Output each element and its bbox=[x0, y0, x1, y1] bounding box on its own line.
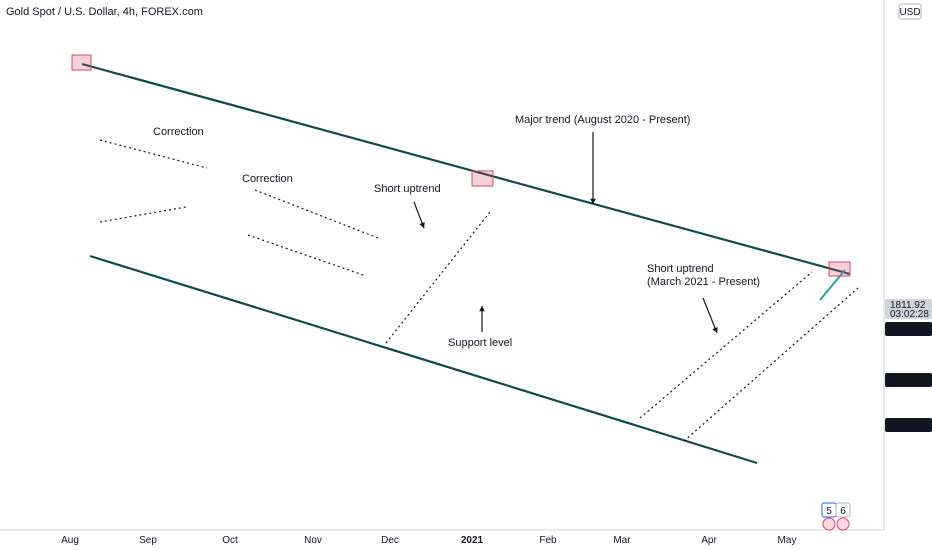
x-tick-label: Feb bbox=[539, 535, 557, 546]
x-tick-label: 2021 bbox=[461, 535, 484, 546]
price-tag-bg bbox=[885, 299, 932, 319]
x-tick-label: Apr bbox=[701, 535, 717, 546]
x-tick-label: Aug bbox=[61, 535, 79, 546]
badge-label-6: 6 bbox=[840, 506, 846, 517]
channel-upper-line bbox=[81, 62, 851, 276]
price-tag-value: 1677.63 bbox=[890, 421, 927, 432]
highlight-box-may bbox=[828, 261, 851, 277]
annotation-short-uptrend-2-line1: Short uptrend bbox=[647, 263, 714, 275]
price-tag-bg bbox=[885, 418, 932, 432]
badge-box-6 bbox=[835, 502, 851, 518]
annotation-correction-1: Correction bbox=[153, 126, 204, 138]
price-tag-countdown: 03:02:28 bbox=[890, 309, 929, 320]
arrow-short-uptrend-2 bbox=[702, 297, 718, 334]
badge-label-5: 5 bbox=[826, 506, 832, 517]
price-tag-value: 1726.97 bbox=[890, 376, 927, 387]
x-tick-label: Oct bbox=[222, 535, 238, 546]
channel-lower-line bbox=[89, 254, 758, 465]
x-tick-label: Mar bbox=[613, 535, 631, 546]
price-tag-bg bbox=[885, 322, 932, 336]
currency-box bbox=[898, 3, 922, 20]
currency-label: USD bbox=[899, 7, 920, 18]
correction-2-upper bbox=[254, 189, 379, 239]
correction-1-upper bbox=[99, 139, 208, 169]
correction-2-lower bbox=[247, 234, 367, 277]
correction-1-lower bbox=[99, 206, 187, 223]
price-tag-bg bbox=[885, 373, 932, 387]
event-marker-2 bbox=[836, 517, 850, 531]
annotation-short-uptrend-2-line2: (March 2021 - Present) bbox=[647, 276, 760, 288]
arrow-major-trend-head bbox=[590, 198, 596, 204]
highlight-box-jan-high bbox=[471, 170, 494, 187]
annotation-support-level: Support level bbox=[448, 337, 512, 349]
arrow-short-uptrend-2-head bbox=[712, 327, 718, 333]
price-tag-value: 1811.51 bbox=[890, 325, 926, 336]
projection-line bbox=[819, 269, 846, 301]
x-tick-label: Sep bbox=[139, 535, 157, 546]
annotation-major-trend: Major trend (August 2020 - Present) bbox=[515, 114, 690, 126]
annotation-correction-2: Correction bbox=[242, 173, 293, 185]
price-tag-value: 1811.92 bbox=[890, 300, 926, 311]
short-uptrend-1-line bbox=[385, 211, 491, 344]
x-tick-label: May bbox=[778, 535, 797, 546]
arrow-short-uptrend-1-head bbox=[419, 222, 425, 228]
event-marker-1 bbox=[822, 517, 836, 531]
short-uptrend-2-lower bbox=[683, 287, 859, 442]
x-tick-label: Dec bbox=[381, 535, 399, 546]
chart-title: Gold Spot / U.S. Dollar, 4h, FOREX.com bbox=[6, 6, 203, 18]
x-tick-label: Nov bbox=[304, 535, 322, 546]
annotation-short-uptrend-1: Short uptrend bbox=[374, 183, 441, 195]
short-uptrend-2-upper bbox=[639, 271, 813, 419]
highlight-box-aug-high bbox=[71, 54, 92, 71]
arrow-support-level-head bbox=[479, 306, 485, 312]
